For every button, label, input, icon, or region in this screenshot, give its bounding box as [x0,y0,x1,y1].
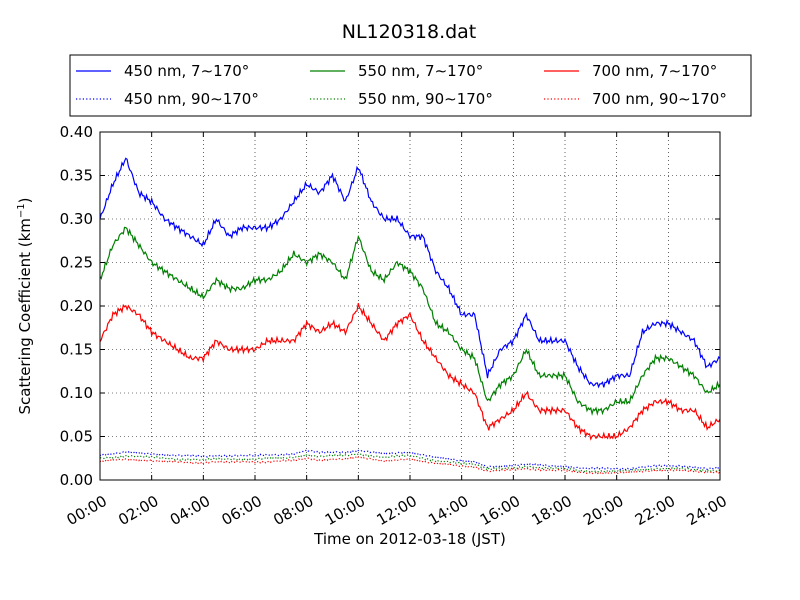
y-tick-label: 0.35 [60,167,93,185]
x-tick-label: 06:00 [219,492,265,529]
series-line [99,157,721,389]
y-tick-label: 0.40 [60,123,93,141]
y-axis-label-main: Scattering Coefficient (km [16,218,34,414]
plot-area: 00:00 02:00 04:00 06:00 08:00 10:00 12:00 14:00… [60,123,730,529]
series-line [99,448,721,471]
series-line [99,303,721,441]
x-tick-label: 00:00 [64,492,110,529]
legend-label: 450 nm, 7∼170° [124,62,249,80]
series-line [99,452,721,474]
y-axis-label: Scattering Coefficient (km−1) [16,197,34,414]
x-tick-label: 14:00 [425,492,471,529]
legend-label: 550 nm, 90∼170° [358,90,493,108]
chart-title: NL120318.dat [342,21,477,43]
y-tick-label: 0.00 [60,471,93,489]
legend-label: 450 nm, 90∼170° [124,90,259,108]
y-axis-label-close: ) [16,197,34,203]
series-line [99,226,721,417]
legend-label: 700 nm, 7∼170° [592,62,717,80]
x-tick-label: 02:00 [115,492,161,529]
x-tick-label: 10:00 [322,492,368,529]
legend-frame [69,54,752,117]
y-tick-label: 0.15 [60,341,93,359]
y-tick-label: 0.10 [60,384,93,402]
series-line [99,456,721,476]
y-tick-label: 0.20 [60,297,93,315]
x-tick-label: 22:00 [632,492,678,529]
x-tick-label: 12:00 [374,492,420,529]
x-tick-label: 08:00 [270,492,316,529]
x-tick-label: 16:00 [477,492,523,529]
legend-label: 700 nm, 90∼170° [592,90,727,108]
x-tick-label: 04:00 [167,492,213,529]
x-axis-label: Time on 2012-03-18 (JST) [313,530,506,548]
y-tick-label: 0.30 [60,210,93,228]
legend: 450 nm, 7∼170° 550 nm, 7∼170° 700 nm, 7∼17… [69,54,752,117]
y-tick-label: 0.05 [60,428,93,446]
legend-label: 550 nm, 7∼170° [358,62,483,80]
y-axis-label-sup: −1 [16,203,27,218]
y-tick-label: 0.25 [60,254,93,272]
series-group [99,157,721,476]
x-tick-label: 18:00 [529,492,575,529]
x-tick-label: 20:00 [580,492,626,529]
x-tick-label: 24:00 [684,492,730,529]
